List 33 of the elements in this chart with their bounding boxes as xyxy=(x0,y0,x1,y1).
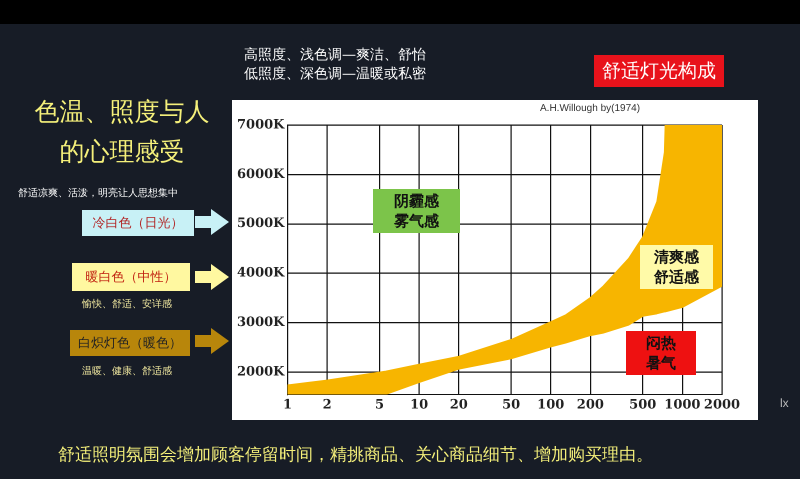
annotation: 闷热暑气 xyxy=(626,331,696,375)
text: A.H.Willough by(1974) xyxy=(540,103,640,114)
x-tick-label: 1 xyxy=(282,398,292,413)
x-tick-label: 500 xyxy=(629,398,656,413)
text: 舒适凉爽、活泼，明亮让人思想集中 xyxy=(18,186,178,200)
x-tick-label: 20 xyxy=(450,398,468,413)
text: 舒适灯光构成 xyxy=(594,55,724,87)
x-tick-label: 200 xyxy=(576,398,604,413)
text: 低照度、深色调—温暖或私密 xyxy=(244,65,426,83)
y-tick-label: 4000K xyxy=(236,266,286,281)
text: 愉快、舒适、安详感 xyxy=(82,298,172,311)
x-tick-label: 10 xyxy=(410,398,428,413)
text: 暖白色（中性） xyxy=(72,263,190,291)
x-tick-label: 100 xyxy=(537,398,564,413)
x-tick-label: 2000 xyxy=(704,398,740,413)
x-axis-title: lx xyxy=(780,396,789,410)
x-tick-label: 5 xyxy=(374,398,384,413)
y-tick-label: 7000K xyxy=(236,117,286,132)
text: 白炽灯色（暖色） xyxy=(70,330,190,356)
y-tick-label: 5000K xyxy=(236,216,286,232)
x-tick-label: 1000 xyxy=(664,398,700,413)
y-tick-label: 2000K xyxy=(236,364,286,380)
text: 舒适照明氛围会增加顾客停留时间，精挑商品、关心商品细节、增加购买理由。 xyxy=(58,444,653,466)
y-tick-label: 6000K xyxy=(236,166,286,182)
text: 冷白色（日光） xyxy=(82,210,194,236)
annotation: 清爽感舒适感 xyxy=(640,245,713,289)
text: 温暖、健康、舒适感 xyxy=(82,364,172,378)
x-tick-label: 2 xyxy=(322,398,332,413)
text: 高照度、浅色调—爽洁、舒怡 xyxy=(244,46,426,64)
annotation: 阴霾感雾气感 xyxy=(373,189,460,233)
y-tick-label: 3000K xyxy=(236,315,286,330)
x-tick-label: 50 xyxy=(502,398,520,413)
chart-title: 色温、照度与人的心理感受 xyxy=(34,96,210,168)
